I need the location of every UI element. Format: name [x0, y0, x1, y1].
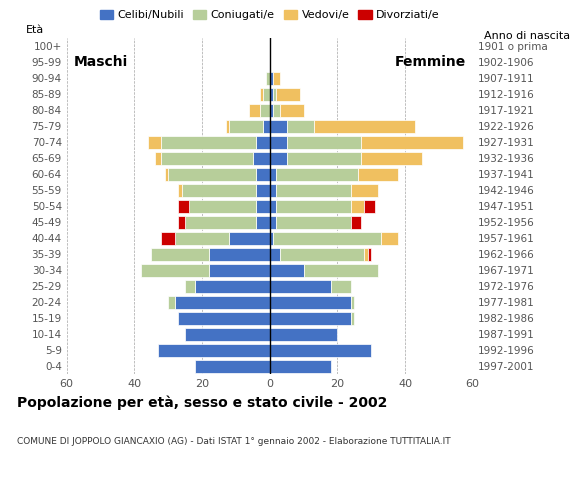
- Bar: [209, 264, 270, 277]
- Bar: [270, 120, 287, 133]
- Bar: [185, 279, 195, 293]
- Bar: [270, 328, 338, 341]
- Bar: [253, 152, 270, 165]
- Bar: [277, 200, 351, 213]
- Bar: [175, 296, 270, 309]
- Bar: [273, 231, 382, 245]
- Bar: [277, 184, 351, 197]
- Bar: [270, 231, 273, 245]
- Text: Femmine: Femmine: [394, 55, 466, 70]
- Bar: [287, 120, 314, 133]
- Bar: [168, 168, 256, 181]
- Bar: [182, 184, 256, 197]
- Bar: [256, 216, 270, 229]
- Bar: [179, 216, 185, 229]
- Bar: [141, 264, 209, 277]
- Bar: [148, 136, 161, 149]
- Bar: [195, 279, 270, 293]
- Bar: [361, 136, 462, 149]
- Bar: [364, 200, 375, 213]
- Legend: Celibi/Nubili, Coniugati/e, Vedovi/e, Divorziati/e: Celibi/Nubili, Coniugati/e, Vedovi/e, Di…: [95, 5, 444, 24]
- Bar: [351, 296, 354, 309]
- Bar: [270, 344, 371, 357]
- Bar: [351, 184, 378, 197]
- Bar: [168, 296, 175, 309]
- Text: Maschi: Maschi: [74, 55, 128, 70]
- Bar: [270, 279, 331, 293]
- Bar: [280, 104, 303, 117]
- Bar: [175, 231, 229, 245]
- Bar: [351, 312, 354, 325]
- Bar: [270, 136, 287, 149]
- Text: COMUNE DI JOPPOLO GIANCAXIO (AG) - Dati ISTAT 1° gennaio 2002 - Elaborazione TUT: COMUNE DI JOPPOLO GIANCAXIO (AG) - Dati …: [17, 437, 451, 446]
- Bar: [314, 120, 415, 133]
- Bar: [331, 279, 351, 293]
- Bar: [179, 312, 270, 325]
- Bar: [270, 312, 351, 325]
- Bar: [161, 231, 175, 245]
- Bar: [351, 200, 364, 213]
- Bar: [270, 184, 277, 197]
- Bar: [277, 216, 351, 229]
- Bar: [368, 248, 371, 261]
- Bar: [226, 120, 229, 133]
- Bar: [270, 360, 331, 373]
- Bar: [179, 184, 182, 197]
- Bar: [277, 88, 300, 101]
- Bar: [287, 152, 361, 165]
- Bar: [270, 248, 280, 261]
- Bar: [382, 231, 398, 245]
- Bar: [270, 88, 273, 101]
- Bar: [270, 168, 277, 181]
- Bar: [270, 216, 277, 229]
- Bar: [273, 72, 280, 85]
- Bar: [179, 200, 188, 213]
- Bar: [266, 72, 270, 85]
- Bar: [256, 184, 270, 197]
- Bar: [364, 248, 368, 261]
- Bar: [263, 88, 270, 101]
- Bar: [158, 344, 270, 357]
- Bar: [229, 231, 270, 245]
- Bar: [256, 168, 270, 181]
- Bar: [270, 72, 273, 85]
- Bar: [270, 200, 277, 213]
- Bar: [155, 152, 161, 165]
- Bar: [263, 120, 270, 133]
- Text: Età: Età: [26, 25, 44, 35]
- Bar: [161, 152, 253, 165]
- Bar: [270, 296, 351, 309]
- Bar: [277, 168, 358, 181]
- Bar: [249, 104, 260, 117]
- Bar: [185, 328, 270, 341]
- Bar: [151, 248, 209, 261]
- Bar: [260, 104, 270, 117]
- Bar: [280, 248, 364, 261]
- Bar: [185, 216, 256, 229]
- Bar: [303, 264, 378, 277]
- Bar: [287, 136, 361, 149]
- Bar: [270, 152, 287, 165]
- Bar: [260, 88, 263, 101]
- Bar: [229, 120, 263, 133]
- Bar: [270, 104, 273, 117]
- Bar: [270, 264, 303, 277]
- Text: Popolazione per età, sesso e stato civile - 2002: Popolazione per età, sesso e stato civil…: [17, 396, 388, 410]
- Bar: [273, 104, 280, 117]
- Bar: [351, 216, 361, 229]
- Bar: [358, 168, 398, 181]
- Text: Anno di nascita: Anno di nascita: [484, 31, 570, 41]
- Bar: [188, 200, 256, 213]
- Bar: [256, 136, 270, 149]
- Bar: [361, 152, 422, 165]
- Bar: [256, 200, 270, 213]
- Bar: [165, 168, 168, 181]
- Bar: [273, 88, 277, 101]
- Bar: [209, 248, 270, 261]
- Bar: [195, 360, 270, 373]
- Bar: [161, 136, 256, 149]
